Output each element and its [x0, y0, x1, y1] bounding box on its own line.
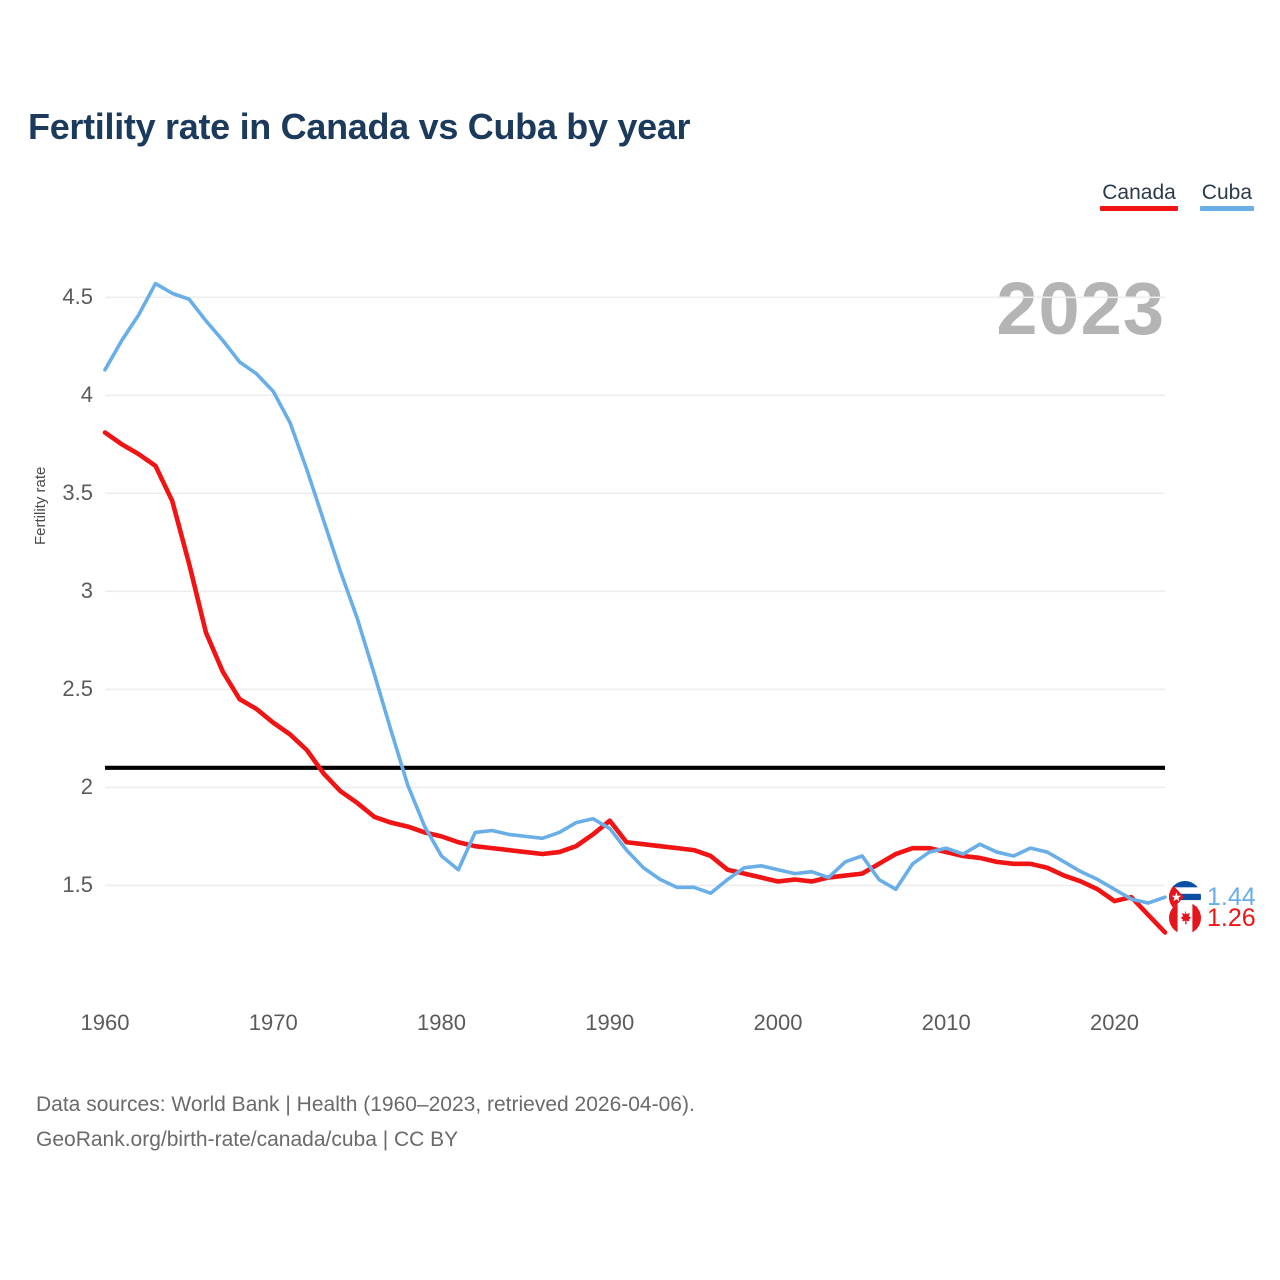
legend: Canada Cuba — [1100, 181, 1254, 212]
footer-credits: Data sources: World Bank | Health (1960–… — [36, 1088, 695, 1157]
x-tick-label: 1960 — [80, 1010, 130, 1035]
y-tick-label: 4.5 — [62, 284, 93, 310]
y-tick-label: 3 — [80, 578, 93, 604]
footer-line-2: GeoRank.org/birth-rate/canada/cuba | CC … — [36, 1127, 459, 1151]
end-label-value-cuba: 1.44 — [1207, 882, 1256, 911]
x-tick-label: 2010 — [921, 1010, 971, 1035]
y-tick-label: 1.5 — [62, 872, 93, 898]
x-tick-label: 1990 — [585, 1010, 635, 1035]
y-tick-label: 2.5 — [62, 676, 93, 702]
footer-line-1: Data sources: World Bank | Health (1960–… — [36, 1093, 695, 1116]
legend-swatch-canada — [1100, 206, 1178, 212]
x-tick-label: 1970 — [248, 1010, 298, 1035]
year-watermark: 2023 — [996, 267, 1165, 350]
y-tick-label: 3.5 — [62, 480, 93, 506]
x-tick-label: 2020 — [1090, 1010, 1139, 1035]
canada-flag-icon — [1169, 902, 1201, 935]
end-label-canada: 1.26 — [1169, 902, 1256, 935]
legend-label-cuba: Cuba — [1201, 181, 1252, 204]
x-tick-label: 2000 — [753, 1010, 803, 1035]
end-label-value-canada: 1.26 — [1207, 903, 1256, 932]
series-line-cuba[interactable] — [103, 281, 1167, 905]
legend-item-cuba[interactable]: Cuba — [1199, 181, 1254, 212]
y-tick-label: 2 — [80, 774, 93, 800]
legend-item-canada[interactable]: Canada — [1100, 181, 1178, 212]
series-line-canada[interactable] — [102, 430, 1168, 935]
y-tick-label: 4 — [80, 382, 93, 408]
x-tick-label: 1980 — [417, 1010, 466, 1035]
legend-label-canada: Canada — [1102, 181, 1176, 204]
page-title: Fertility rate in Canada vs Cuba by year — [28, 106, 691, 147]
legend-swatch-cuba — [1199, 206, 1254, 212]
